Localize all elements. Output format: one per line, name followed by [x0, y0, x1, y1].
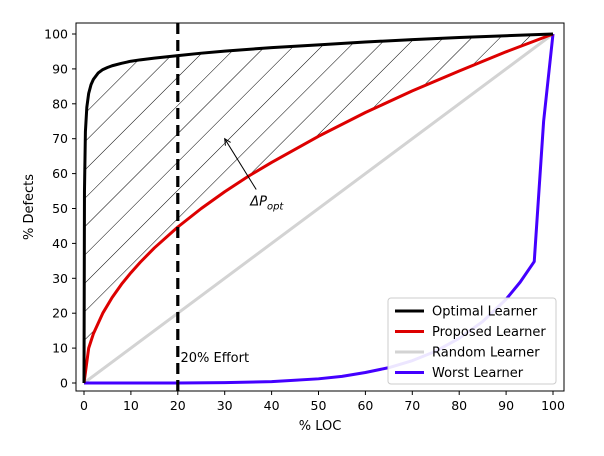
y-tick-label: 20: [52, 306, 68, 321]
legend-label-optimal-learner: Optimal Learner: [432, 305, 538, 320]
x-tick-label: 70: [404, 398, 420, 413]
x-tick-label: 100: [541, 398, 565, 413]
x-tick-label: 90: [498, 398, 514, 413]
annotation-arrow-head: [224, 137, 231, 146]
legend-label-random-learner: Random Learner: [432, 346, 540, 361]
effort-label: 20% Effort: [180, 351, 249, 366]
proposed-learner-line: [82, 32, 554, 384]
legend: Optimal Learner Proposed Learner Random Le…: [387, 297, 557, 385]
x-tick-label: 0: [80, 398, 88, 413]
y-tick-label: 0: [60, 376, 68, 391]
annotation-arrow: [224, 138, 257, 190]
x-tick-label: 60: [357, 398, 373, 413]
y-tick-label: 90: [52, 61, 68, 76]
legend-label-worst-learner: Worst Learner: [432, 366, 524, 381]
y-axis-ticks: 0 10 20 30 40 50 60 70 80 90 100: [44, 27, 76, 391]
delta-p-opt-label: ΔPopt: [249, 195, 284, 213]
y-tick-label: 30: [52, 271, 68, 286]
y-tick-label: 60: [52, 166, 68, 181]
delta-p-prefix: ΔP: [249, 195, 267, 210]
y-tick-label: 40: [52, 236, 68, 251]
series-layer: [82, 32, 555, 385]
random-learner-line: [83, 32, 554, 385]
plot-frame: [75, 22, 565, 392]
hatch-area: [84, 34, 553, 383]
legend-box: [387, 297, 557, 385]
x-axis-title: % LOC: [299, 419, 342, 434]
hatched-region: [84, 34, 553, 383]
x-tick-label: 10: [123, 398, 139, 413]
legend-items: Optimal Learner Proposed Learner Random Le…: [395, 305, 546, 381]
x-tick-label: 20: [170, 398, 186, 413]
x-tick-label: 40: [264, 398, 280, 413]
x-tick-label: 80: [451, 398, 467, 413]
optimal-learner-line: [82, 32, 554, 384]
y-axis-title: % Defects: [22, 174, 37, 240]
x-tick-label: 30: [217, 398, 233, 413]
y-tick-label: 10: [52, 341, 68, 356]
y-tick-label: 70: [52, 131, 68, 146]
delta-p-subscript: opt: [267, 202, 284, 213]
y-tick-label: 50: [52, 201, 68, 216]
x-tick-label: 50: [311, 398, 327, 413]
x-axis-ticks: 0 10 20 30 40 50 60 70 80 90 100: [80, 391, 565, 413]
y-tick-label: 80: [52, 96, 68, 111]
legend-label-proposed-learner: Proposed Learner: [432, 325, 546, 340]
delta-p-annotation: ΔPopt: [224, 137, 284, 213]
y-tick-label: 100: [44, 27, 68, 42]
